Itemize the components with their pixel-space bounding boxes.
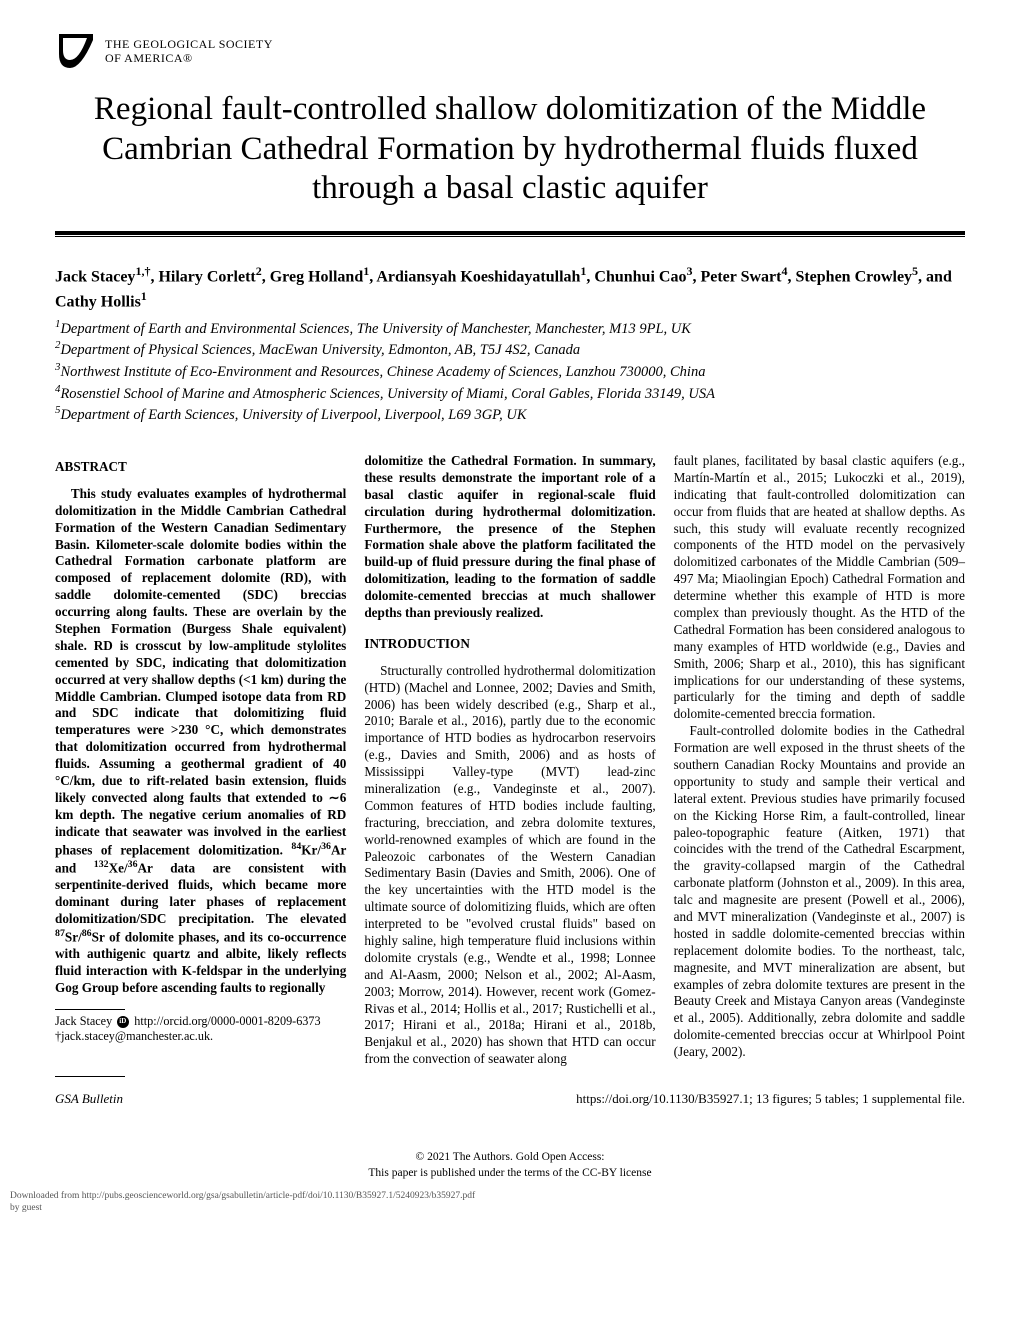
copyright: © 2021 The Authors. Gold Open Access: Th… <box>55 1149 965 1181</box>
introduction-heading: INTRODUCTION <box>364 636 655 653</box>
orcid-footnote: Jack Stacey http://orcid.org/0000-0001-8… <box>55 1014 346 1029</box>
article-title: Regional fault-controlled shallow dolomi… <box>85 90 935 209</box>
author-list: Jack Stacey1,†, Hilary Corlett2, Greg Ho… <box>55 263 965 313</box>
publisher-line2: OF AMERICA® <box>105 51 273 65</box>
copyright-line1: © 2021 The Authors. Gold Open Access: <box>55 1149 965 1165</box>
footnote-rule-1 <box>55 1009 125 1010</box>
orcid-name: Jack Stacey <box>55 1014 115 1028</box>
footer-rule <box>55 1076 125 1077</box>
email-footnote: †jack.stacey@manchester.ac.uk. <box>55 1029 346 1044</box>
journal-name: GSA Bulletin <box>55 1091 123 1107</box>
column-3: fault planes, facilitated by basal clast… <box>674 453 965 1068</box>
title-divider-bottom <box>55 236 965 237</box>
abstract-heading: ABSTRACT <box>55 459 346 476</box>
affiliations: 1Department of Earth and Environmental S… <box>55 317 965 425</box>
publisher-line1: THE GEOLOGICAL SOCIETY <box>105 37 273 51</box>
title-divider-top <box>55 231 965 235</box>
gsa-logo-icon <box>55 30 97 72</box>
copyright-line2: This paper is published under the terms … <box>55 1165 965 1181</box>
publisher-name: THE GEOLOGICAL SOCIETY OF AMERICA® <box>105 37 273 66</box>
col3-para2: Fault-controlled dolomite bodies in the … <box>674 723 965 1061</box>
footer: GSA Bulletin https://doi.org/10.1130/B35… <box>55 1091 965 1107</box>
download-watermark: Downloaded from http://pubs.geosciencewo… <box>10 1191 965 1214</box>
abstract-text: This study evaluates examples of hydroth… <box>55 486 346 997</box>
abstract-continuation: dolomitize the Cathedral Formation. In s… <box>364 453 655 622</box>
orcid-url: http://orcid.org/0000-0001-8209-6373 <box>134 1014 320 1028</box>
column-1: ABSTRACT This study evaluates examples o… <box>55 453 346 1068</box>
introduction-text: Structurally controlled hydrothermal dol… <box>364 663 655 1068</box>
download-by: by guest <box>10 1203 965 1214</box>
download-url: Downloaded from http://pubs.geosciencewo… <box>10 1191 965 1202</box>
orcid-icon <box>117 1016 129 1028</box>
column-2: dolomitize the Cathedral Formation. In s… <box>364 453 655 1068</box>
doi-text: https://doi.org/10.1130/B35927.1; 13 fig… <box>576 1091 965 1107</box>
publisher-logo: THE GEOLOGICAL SOCIETY OF AMERICA® <box>55 30 965 72</box>
col3-para1: fault planes, facilitated by basal clast… <box>674 453 965 723</box>
body-columns: ABSTRACT This study evaluates examples o… <box>55 453 965 1068</box>
